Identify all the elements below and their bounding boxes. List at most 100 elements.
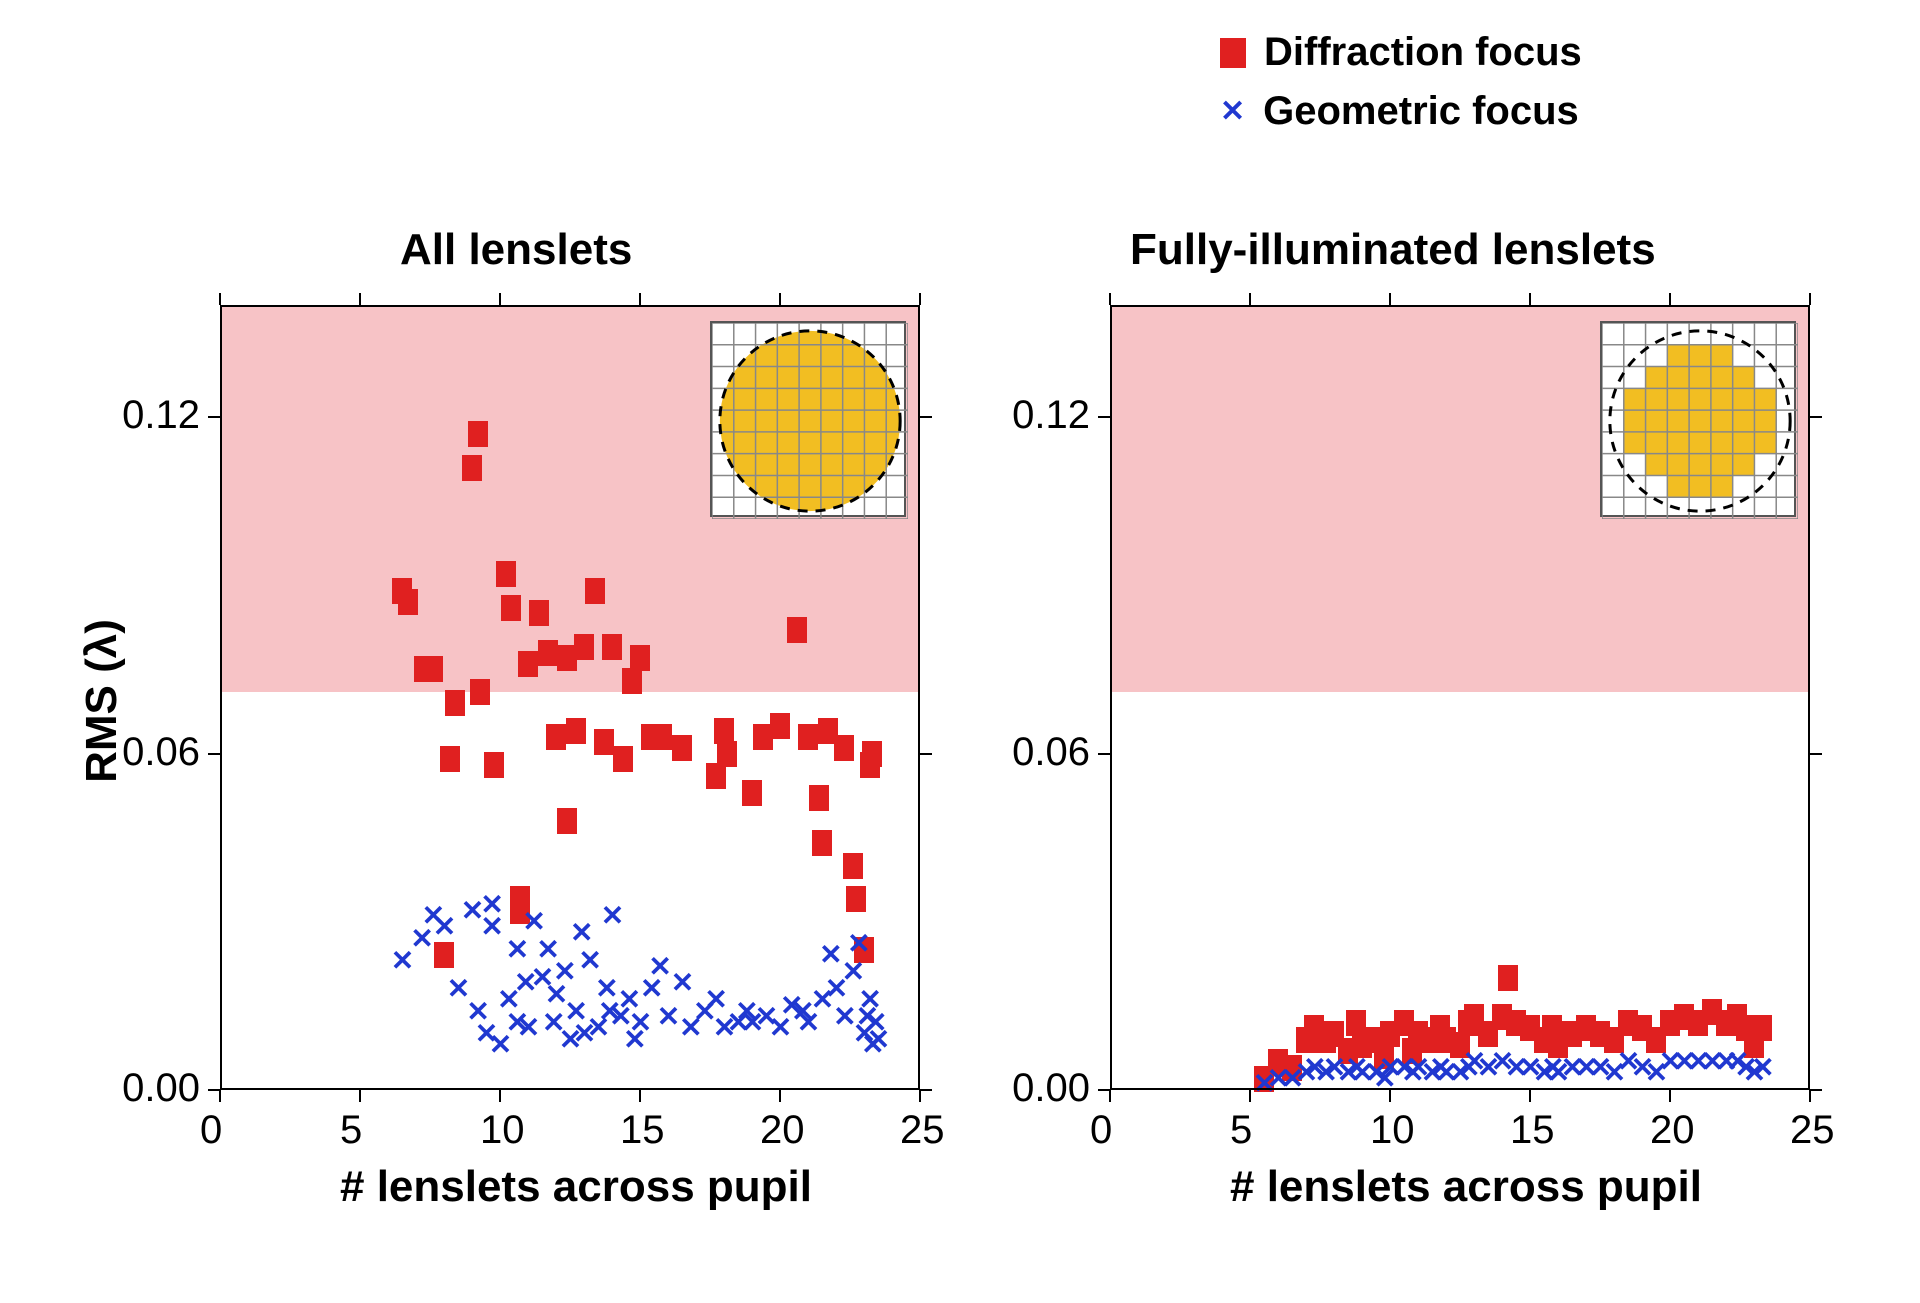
x-tick-label: 25 (1790, 1108, 1835, 1153)
data-point-diffraction (538, 640, 558, 666)
x-tick (779, 293, 781, 305)
data-point-diffraction (468, 421, 488, 447)
x-tick (1529, 1090, 1531, 1102)
data-point-diffraction (622, 668, 642, 694)
y-tick-label: 0.12 (1012, 393, 1090, 438)
data-point-diffraction (834, 735, 854, 761)
y-tick-label: 0.12 (122, 393, 200, 438)
data-point-diffraction (742, 780, 762, 806)
x-tick (639, 293, 641, 305)
legend-label: Diffraction focus (1264, 30, 1582, 75)
data-point-diffraction (462, 455, 482, 481)
data-point-geometric: ✕ (648, 953, 670, 981)
x-tick (219, 1090, 221, 1102)
x-tick-label: 0 (200, 1108, 222, 1153)
data-point-diffraction (1752, 1015, 1772, 1041)
y-tick (1810, 1089, 1822, 1091)
x-tick-label: 20 (760, 1108, 805, 1153)
x-tick (1669, 1090, 1671, 1102)
data-point-diffraction (470, 679, 490, 705)
panel-title: All lenslets (400, 225, 632, 275)
legend-item: ✕Geometric focus (1220, 89, 1582, 134)
data-point-geometric: ✕ (704, 986, 726, 1014)
y-tick (920, 416, 932, 418)
y-axis-label: RMS (λ) (77, 619, 127, 783)
x-tick (1109, 293, 1111, 305)
x-tick (919, 293, 921, 305)
data-point-geometric: ✕ (506, 936, 528, 964)
data-point-diffraction (594, 729, 614, 755)
x-tick (1249, 1090, 1251, 1102)
y-tick (1810, 753, 1822, 755)
data-point-diffraction (843, 853, 863, 879)
data-point-diffraction (706, 763, 726, 789)
x-tick-label: 25 (900, 1108, 945, 1153)
x-tick (219, 293, 221, 305)
data-point-diffraction (798, 724, 818, 750)
x-tick (359, 293, 361, 305)
data-point-diffraction (613, 746, 633, 772)
x-tick (1809, 293, 1811, 305)
data-point-geometric: ✕ (1751, 1054, 1773, 1082)
y-tick (1098, 753, 1110, 755)
x-tick (499, 293, 501, 305)
x-tick (499, 1090, 501, 1102)
data-point-geometric: ✕ (578, 947, 600, 975)
data-point-diffraction (787, 617, 807, 643)
data-point-geometric: ✕ (517, 1014, 539, 1042)
x-tick-label: 10 (1370, 1108, 1415, 1153)
legend-label: Geometric focus (1263, 89, 1579, 134)
x-tick (1809, 1090, 1811, 1102)
data-point-diffraction (585, 578, 605, 604)
inset-diagram (710, 321, 906, 517)
data-point-diffraction (846, 886, 866, 912)
x-axis-label: # lenslets across pupil (1230, 1162, 1702, 1212)
panel-title: Fully-illuminated lenslets (1130, 225, 1656, 275)
x-tick (1109, 1090, 1111, 1102)
data-point-diffraction (1498, 965, 1518, 991)
square-marker-icon (1220, 38, 1246, 68)
y-tick (1098, 416, 1110, 418)
data-point-geometric: ✕ (842, 958, 864, 986)
data-point-diffraction (652, 724, 672, 750)
x-tick (1389, 1090, 1391, 1102)
data-point-diffraction (557, 808, 577, 834)
legend: Diffraction focus ✕Geometric focus (1220, 30, 1582, 134)
y-tick (920, 1089, 932, 1091)
x-tick (639, 1090, 641, 1102)
y-tick (208, 1089, 220, 1091)
data-point-diffraction (434, 942, 454, 968)
x-tick-label: 15 (620, 1108, 665, 1153)
data-point-geometric: ✕ (433, 913, 455, 941)
data-point-diffraction (496, 561, 516, 587)
x-tick-label: 5 (340, 1108, 362, 1153)
data-point-geometric: ✕ (819, 941, 841, 969)
data-point-geometric: ✕ (480, 891, 502, 919)
data-point-diffraction (812, 830, 832, 856)
data-point-diffraction (529, 600, 549, 626)
data-point-geometric: ✕ (570, 919, 592, 947)
data-point-diffraction (717, 741, 737, 767)
x-tick (1389, 293, 1391, 305)
data-point-diffraction (484, 752, 504, 778)
x-tick (919, 1090, 921, 1102)
data-point-diffraction (423, 656, 443, 682)
y-tick (208, 416, 220, 418)
data-point-geometric: ✕ (601, 902, 623, 930)
inset-diagram (1600, 321, 1796, 517)
data-point-geometric: ✕ (553, 958, 575, 986)
y-tick-label: 0.06 (1012, 730, 1090, 775)
inset-svg (1602, 323, 1798, 519)
data-point-geometric: ✕ (671, 969, 693, 997)
x-tick (779, 1090, 781, 1102)
data-point-diffraction (809, 785, 829, 811)
data-point-diffraction (546, 724, 566, 750)
data-point-diffraction (501, 595, 521, 621)
y-tick-label: 0.00 (122, 1066, 200, 1111)
x-tick-label: 5 (1230, 1108, 1252, 1153)
data-point-geometric: ✕ (522, 908, 544, 936)
x-tick-label: 15 (1510, 1108, 1555, 1153)
legend-item: Diffraction focus (1220, 30, 1582, 75)
data-point-diffraction (566, 718, 586, 744)
data-point-diffraction (518, 651, 538, 677)
